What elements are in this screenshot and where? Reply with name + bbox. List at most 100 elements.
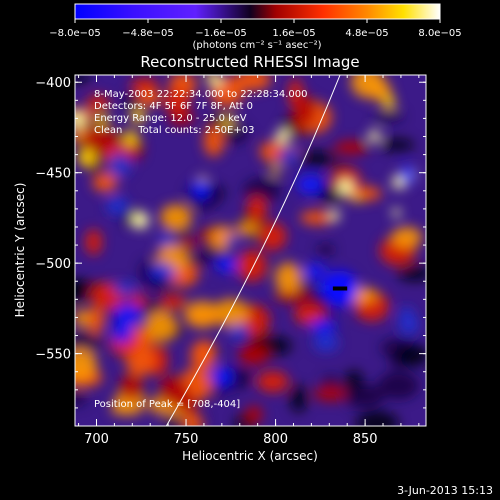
heatmap-cell — [108, 152, 131, 177]
heatmap-cell — [392, 208, 401, 217]
heatmap-cell — [230, 323, 249, 342]
heatmap-cell — [80, 127, 121, 150]
heatmap-cell — [75, 111, 85, 128]
colorbar-tick-label: −8.0e−05 — [49, 28, 101, 39]
heatmap-cell — [355, 410, 399, 426]
y-tick-label: −450 — [35, 167, 71, 182]
y-tick-label: −550 — [35, 348, 71, 363]
heatmap-cell — [290, 384, 307, 413]
heatmap-cell — [203, 124, 224, 157]
heatmap-cell — [274, 262, 302, 294]
heatmap-cell — [210, 366, 234, 387]
y-axis-label: Heliocentric Y (arcsec) — [13, 183, 27, 318]
heatmap-cell — [213, 298, 249, 328]
heatmap-cell — [114, 303, 142, 326]
heatmap-cell — [350, 75, 384, 98]
heatmap-cell — [246, 195, 267, 224]
heatmap-cell — [131, 109, 145, 124]
peak-position-label: Position of Peak = [708,-404] — [94, 399, 240, 410]
heatmap-cell — [258, 222, 287, 251]
heatmap-cell — [78, 149, 96, 167]
heatmap-cell — [368, 130, 381, 142]
info-line-time: 8-May-2003 22:22:34.000 to 22:28:34.000 — [94, 89, 307, 100]
heatmap-cell — [374, 111, 404, 122]
heatmap-cell — [111, 322, 133, 344]
heatmap-cell — [160, 204, 192, 231]
x-tick-label: 700 — [84, 432, 109, 447]
heatmap-cell — [106, 196, 129, 216]
info-line-detectors: Detectors: 4F 5F 6F 7F 8F, Att 0 — [94, 101, 253, 112]
heatmap-cell — [378, 371, 420, 400]
heatmap-cell — [310, 318, 336, 335]
heatmap-cell — [236, 249, 268, 282]
heatmap-cell — [211, 76, 223, 88]
colorbar-tick-label: −1.6e−05 — [195, 28, 247, 39]
heatmap-cell — [243, 178, 281, 204]
y-axis: −400 −450 −500 −550 — [35, 76, 426, 427]
heatmap-cell — [279, 147, 300, 164]
heatmap-cell — [145, 310, 177, 342]
heatmap-cell — [222, 115, 235, 128]
info-line-energy: Energy Range: 12.0 - 25.0 keV — [94, 113, 247, 124]
info-line-clean: Clean Total counts: 2.50E+03 — [94, 125, 254, 136]
x-tick-label: 750 — [174, 432, 199, 447]
heatmap-cell — [216, 255, 237, 273]
colorbar-tick-label: 4.8e−05 — [345, 28, 388, 39]
plot-frame — [74, 74, 427, 427]
heatmap-cell — [299, 210, 335, 225]
heatmap-cell — [245, 405, 263, 424]
heatmap-cell — [88, 305, 104, 336]
heatmap-cell — [400, 164, 415, 186]
heatmap-cell — [164, 87, 190, 114]
heatmap-cell — [337, 179, 353, 195]
y-tick-label: −500 — [35, 257, 71, 272]
heatmap-cell — [297, 174, 324, 195]
heatmap-cell — [273, 289, 312, 303]
chart-title: Reconstructed RHESSI Image — [140, 53, 359, 71]
heatmap-cell — [382, 95, 396, 109]
heatmap-cell — [235, 75, 271, 91]
heatmap-cell — [329, 210, 340, 221]
heatmap-cell — [191, 178, 210, 200]
heatmap-cell — [391, 226, 423, 248]
x-tick-label: 850 — [353, 432, 378, 447]
x-tick-label: 800 — [263, 432, 288, 447]
heatmap-cell — [130, 77, 159, 94]
heatmap-cell — [92, 172, 118, 192]
heatmap-cell — [398, 315, 420, 335]
heatmap-cell — [397, 265, 426, 282]
heatmap-cell — [112, 281, 136, 295]
colorbar-tick-label: 1.6e−05 — [272, 28, 315, 39]
heatmap-cell — [184, 413, 202, 426]
heatmap-cell — [136, 91, 162, 106]
heatmap-cell — [155, 261, 171, 279]
heatmap-cell — [119, 373, 143, 401]
heatmap-cell — [123, 130, 139, 146]
heatmap-cell — [352, 193, 361, 203]
x-axis-label: Heliocentric X (arcsec) — [182, 449, 318, 463]
heatmap-cell — [75, 309, 92, 327]
heatmap-image — [75, 75, 426, 426]
heatmap-cell — [184, 300, 221, 328]
heatmap-cell — [235, 221, 259, 236]
heatmap-cell — [317, 243, 335, 256]
colorbar-ticks: −8.0e−05 −4.8e−05 −1.6e−05 1.6e−05 4.8e−05 8.… — [49, 19, 462, 39]
heatmap-cell — [180, 237, 197, 251]
solar-limb-curve — [165, 75, 341, 426]
heatmap-cell — [302, 263, 327, 279]
heatmap-cell — [75, 391, 88, 406]
heatmap-cell — [343, 384, 385, 409]
colorbar-tick-label: −4.8e−05 — [122, 28, 174, 39]
heatmap-cell — [313, 334, 339, 352]
colorbar-tick-label: 8.0e−05 — [418, 28, 461, 39]
colorbar — [74, 3, 441, 20]
heatmap-cell — [97, 114, 109, 127]
heatmap-cell — [159, 294, 187, 310]
heatmap-cell — [313, 385, 347, 402]
heatmap-cell — [85, 229, 102, 256]
heatmap-cell — [276, 129, 290, 143]
heatmap-cell — [198, 341, 216, 355]
footer-date: 3-Jun-2013 15:13 — [397, 484, 493, 497]
